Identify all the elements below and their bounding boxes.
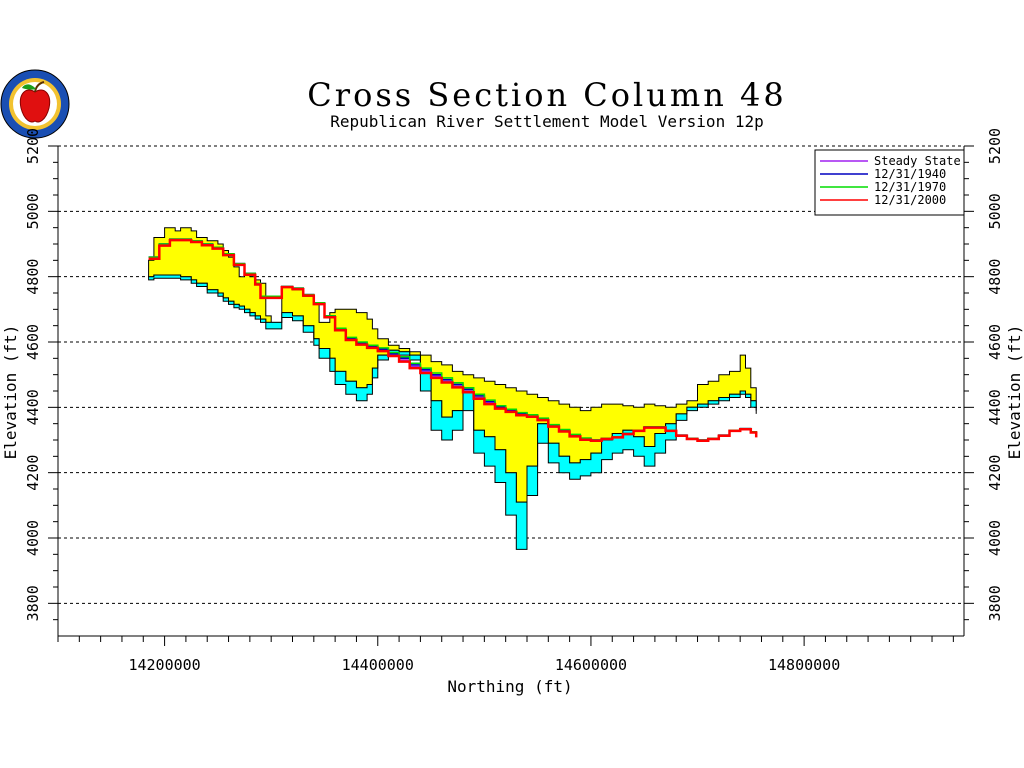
- legend-label: 12/31/1940: [874, 167, 946, 181]
- lower-layer-area: [148, 274, 757, 550]
- upper-layer-area: [148, 227, 757, 503]
- y-tick-label-right: 4200: [986, 455, 1004, 491]
- y-tick-label-right: 4000: [986, 520, 1004, 556]
- y-tick-label-right: 5000: [986, 193, 1004, 229]
- series-line-3: [148, 238, 758, 442]
- legend-label: 12/31/2000: [874, 193, 946, 207]
- y-axis-label-right: Elevation (ft): [1005, 325, 1024, 460]
- y-tick-label-right: 3800: [986, 585, 1004, 621]
- y-tick-label-left: 4800: [24, 259, 42, 295]
- x-tick-label: 14800000: [768, 656, 840, 674]
- y-tick-label-left: 5200: [24, 128, 42, 164]
- head-series-lines: [148, 238, 758, 442]
- y-tick-label-right: 5200: [986, 128, 1004, 164]
- x-axis-label: Northing (ft): [447, 677, 572, 696]
- y-tick-label-left: 4600: [24, 324, 42, 360]
- legend-label: Steady State: [874, 154, 961, 168]
- y-tick-label-right: 4800: [986, 259, 1004, 295]
- y-tick-label-left: 4400: [24, 389, 42, 425]
- y-tick-label-right: 4400: [986, 389, 1004, 425]
- apple-seal-logo: [0, 69, 70, 139]
- chart-title: Cross Section Column 48: [307, 76, 786, 114]
- chart-subtitle: Republican River Settlement Model Versio…: [330, 112, 763, 131]
- y-tick-label-right: 4600: [986, 324, 1004, 360]
- y-tick-label-left: 4000: [24, 520, 42, 556]
- axes: 14200000 14400000 14600000 14800000 3800 3800…: [24, 128, 1004, 674]
- y-tick-label-left: 5000: [24, 193, 42, 229]
- legend-label: 12/31/1970: [874, 180, 946, 194]
- x-tick-label: 14200000: [128, 656, 200, 674]
- y-tick-label-left: 3800: [24, 585, 42, 621]
- legend: Steady State12/31/194012/31/197012/31/20…: [814, 149, 965, 216]
- y-axis-label-left: Elevation (ft): [1, 325, 20, 460]
- y-tick-label-left: 4200: [24, 455, 42, 491]
- x-tick-label: 14400000: [342, 656, 414, 674]
- x-tick-label: 14600000: [555, 656, 627, 674]
